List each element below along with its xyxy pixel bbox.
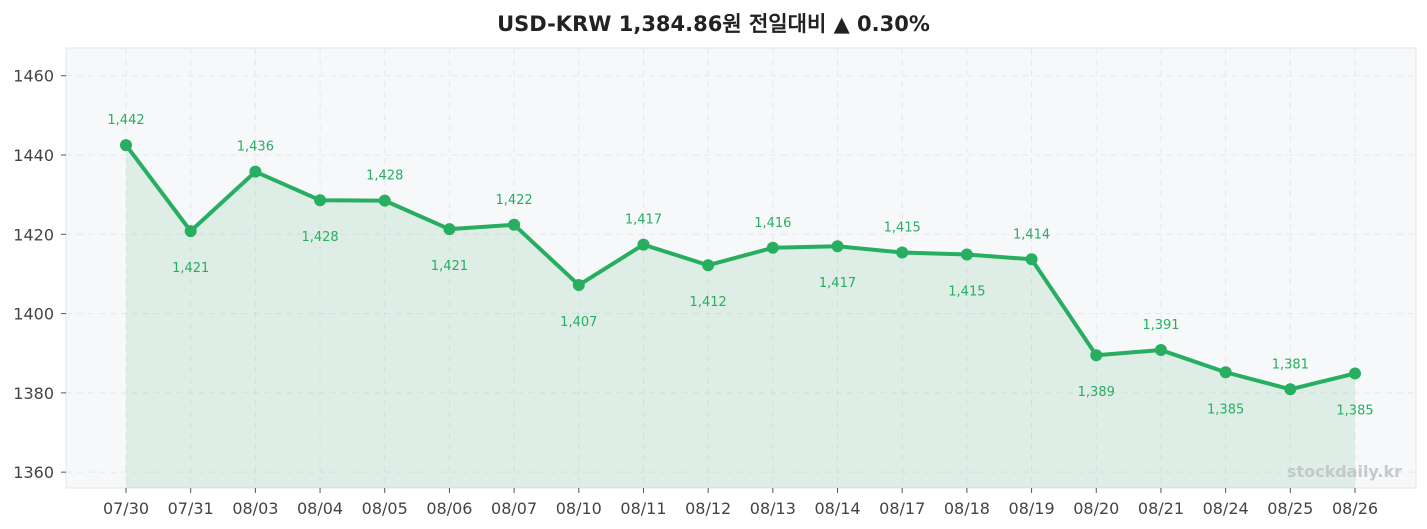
data-point [1349,367,1361,380]
x-tick-label: 07/30 [103,499,149,518]
series-line-layer [124,143,1357,392]
data-point [120,139,132,152]
data-label: 1,412 [690,295,727,310]
data-point [1219,366,1232,379]
data-label: 1,385 [1336,403,1373,418]
series-area [126,145,1355,488]
data-label: 1,391 [1142,318,1179,333]
series-line [124,143,1357,392]
data-label: 1,407 [560,315,597,330]
data-label: 1,417 [819,276,856,291]
data-point [1090,349,1103,362]
y-tick-label: 1440 [13,146,54,165]
x-tick-label: 08/04 [297,499,343,518]
data-point [766,241,779,254]
y-tick-label: 1420 [13,225,54,244]
data-point [1154,344,1167,357]
data-label: 1,421 [172,261,209,276]
data-label: 1,422 [495,193,532,208]
data-label: 1,436 [237,140,274,155]
data-point [314,194,327,207]
data-point [378,194,391,207]
watermark: stockdaily.kr [1287,462,1402,481]
x-tick-label: 08/24 [1203,499,1249,518]
data-point [896,246,909,259]
grid-lines [61,48,1416,493]
y-tick-label: 1460 [13,67,54,86]
x-tick-label: 08/14 [814,499,860,518]
data-label: 1,415 [884,221,921,236]
area-fill [126,145,1355,488]
data-point [249,165,262,178]
data-point [831,240,844,253]
plot-area [65,47,1417,489]
x-tick-label: 08/20 [1073,499,1119,518]
data-label: 1,442 [107,113,144,128]
x-tick-label: 08/11 [620,499,666,518]
y-tick-label: 1380 [13,384,54,403]
data-label: 1,381 [1272,357,1309,372]
data-label: 1,421 [431,259,468,274]
data-label: 1,415 [948,285,985,300]
data-labels: 1,442 1,421 1,436 1,428 1,428 1,421 1,422 1,407… [107,113,1373,418]
x-tick-label: 08/17 [879,499,925,518]
chart-title: USD-KRW 1,384.86원 전일대비 ▲ 0.30% [497,12,930,36]
x-tick-label: 08/03 [232,499,278,518]
x-tick-label: 08/07 [491,499,537,518]
data-label: 1,428 [366,169,403,184]
x-tick-label: 08/21 [1138,499,1184,518]
data-point [508,218,521,231]
data-label: 1,414 [1013,227,1050,242]
x-axis-ticks: 07/30 07/31 08/03 08/04 08/05 08/06 08/07 08/10… [103,499,1378,518]
y-axis-ticks: 1360 1380 1400 1420 1440 1460 [13,67,54,482]
data-point [1025,253,1038,266]
x-tick-label: 08/13 [750,499,796,518]
data-point [637,238,650,251]
data-point [1284,383,1297,396]
x-tick-label: 08/26 [1332,499,1378,518]
x-tick-label: 07/31 [168,499,214,518]
data-label: 1,416 [754,216,791,231]
data-points [120,139,1361,396]
x-tick-label: 08/25 [1267,499,1313,518]
data-label: 1,385 [1207,402,1244,417]
y-tick-label: 1400 [13,305,54,324]
x-tick-label: 08/05 [362,499,408,518]
data-point [960,248,973,261]
data-point [572,279,585,292]
y-tick-label: 1360 [13,463,54,482]
x-tick-label: 08/19 [1009,499,1055,518]
data-point [702,259,715,272]
x-tick-label: 08/18 [944,499,990,518]
data-label: 1,428 [301,230,338,245]
x-tick-label: 08/10 [556,499,602,518]
data-point [184,225,197,238]
data-label: 1,417 [625,213,662,228]
data-point [443,223,456,236]
data-label: 1,389 [1078,385,1115,400]
x-tick-label: 08/06 [426,499,472,518]
x-tick-label: 08/12 [685,499,731,518]
